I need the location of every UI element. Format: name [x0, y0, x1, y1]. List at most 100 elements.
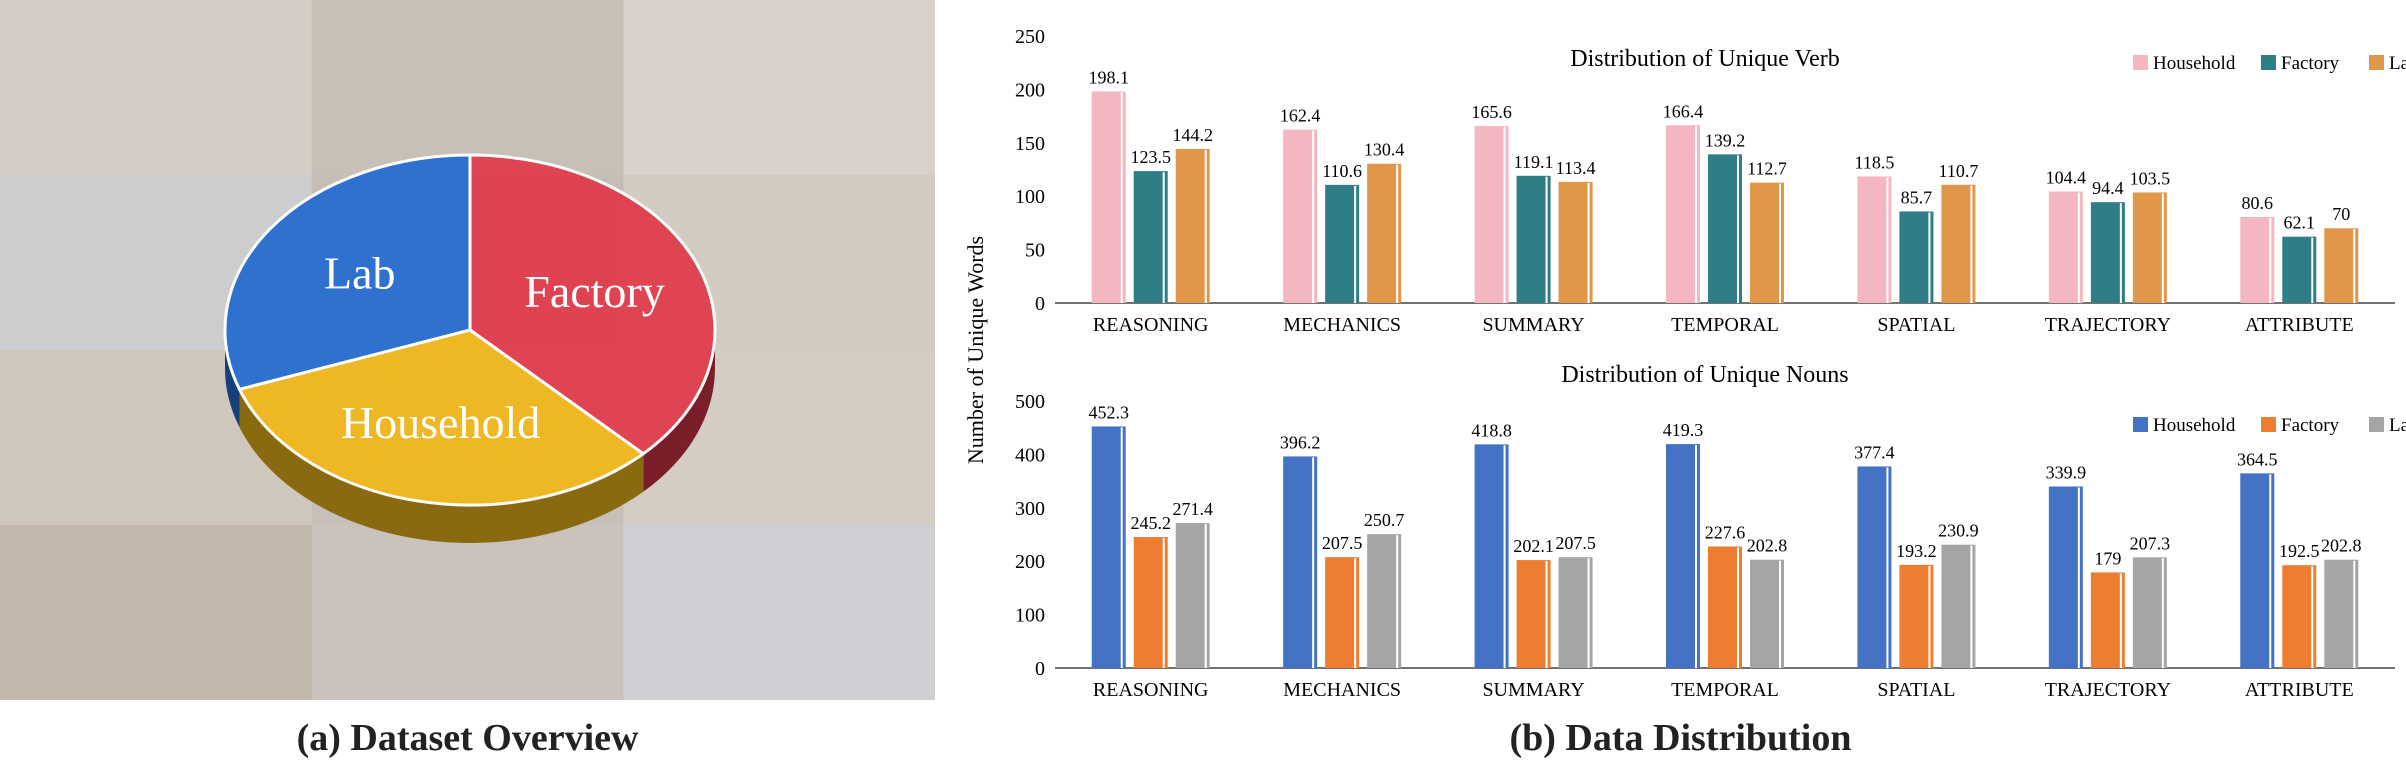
- data-label: 112.7: [1747, 159, 1787, 179]
- data-label: 452.3: [1088, 402, 1129, 422]
- bar-lab: [1175, 523, 1210, 668]
- x-tick-label: ATTRIBUTE: [2245, 679, 2354, 700]
- bar-household: [2048, 191, 2083, 303]
- data-label: 110.6: [1322, 161, 1362, 181]
- legend-swatch: [2261, 55, 2276, 70]
- data-label: 80.6: [2242, 193, 2274, 213]
- bar-factory: [2090, 202, 2125, 303]
- bar-factory: [2282, 565, 2317, 668]
- bar-household: [1857, 176, 1892, 303]
- x-tick-label: REASONING: [1093, 679, 1209, 700]
- dataset-overview-panel: Factory Household Lab: [0, 0, 935, 700]
- bar-household: [1857, 466, 1892, 668]
- y-tick-label: 100: [1015, 605, 1045, 627]
- data-label: 245.2: [1130, 513, 1171, 533]
- x-tick-label: SUMMARY: [1482, 679, 1584, 700]
- y-tick-label: 500: [1015, 391, 1045, 413]
- bar-factory: [2090, 572, 2125, 668]
- legend-label: Lab: [2389, 415, 2406, 436]
- data-label: 166.4: [1663, 101, 1704, 121]
- y-tick-label: 250: [1015, 26, 1045, 48]
- data-label: 419.3: [1663, 420, 1704, 440]
- pie-label-factory: Factory: [524, 266, 665, 317]
- bar-factory: [1133, 537, 1168, 668]
- y-tick-label: 50: [1025, 240, 1045, 262]
- data-label: 118.5: [1855, 152, 1895, 172]
- pie-slice-side: [643, 330, 715, 492]
- data-label: 207.5: [1555, 533, 1596, 553]
- pie-slice-household: [237, 328, 646, 507]
- data-label: 162.4: [1280, 106, 1321, 126]
- data-label: 207.3: [2130, 533, 2171, 553]
- data-label: 202.8: [2321, 536, 2362, 556]
- x-tick-label: SUMMARY: [1482, 314, 1584, 336]
- bar-factory: [1325, 557, 1360, 668]
- data-label: 70: [2332, 204, 2350, 224]
- x-tick-label: SPATIAL: [1877, 679, 1955, 700]
- pie-label-household: Household: [341, 397, 540, 448]
- bar-lab: [1941, 184, 1976, 303]
- bar-factory: [1516, 175, 1551, 303]
- y-axis-label: Number of Unique Words: [963, 236, 988, 464]
- x-tick-label: MECHANICS: [1283, 314, 1401, 336]
- data-label: 202.1: [1513, 536, 1554, 556]
- bar-lab: [2324, 559, 2359, 668]
- bar-household: [1474, 444, 1509, 668]
- bar-lab: [2324, 228, 2359, 303]
- bar-factory: [1708, 154, 1742, 303]
- x-tick-label: TRAJECTORY: [2045, 679, 2171, 700]
- legend-label: Factory: [2281, 415, 2340, 436]
- data-label: 94.4: [2092, 178, 2124, 198]
- distribution-bar-charts: Number of Unique Words Distribution of U…: [963, 26, 2406, 701]
- x-tick-label: ATTRIBUTE: [2245, 314, 2354, 336]
- legend-swatch: [2261, 417, 2276, 432]
- bar-lab: [1750, 182, 1784, 303]
- bar-lab: [1558, 557, 1593, 668]
- legend-swatch: [2369, 55, 2384, 70]
- video-frame-tile: [311, 525, 625, 700]
- data-label: 364.5: [2237, 449, 2278, 469]
- data-label: 62.1: [2284, 213, 2316, 233]
- data-label: 123.5: [1130, 147, 1171, 167]
- x-tick-label: TRAJECTORY: [2045, 314, 2171, 336]
- data-label: 193.2: [1896, 541, 1937, 561]
- y-tick-label: 200: [1015, 551, 1045, 573]
- legend-label: Factory: [2281, 53, 2340, 74]
- data-label: 198.1: [1088, 67, 1129, 87]
- data-distribution-panel: Number of Unique Words Distribution of U…: [955, 0, 2406, 701]
- bar-lab: [1941, 544, 1976, 668]
- data-label: 104.4: [2046, 168, 2087, 188]
- y-tick-label: 300: [1015, 498, 1045, 520]
- bar-factory: [1708, 546, 1742, 668]
- y-tick-label: 150: [1015, 133, 1045, 155]
- video-frame-tile: [311, 0, 625, 176]
- pie-slice-lab: [223, 153, 472, 392]
- legend-label: Household: [2153, 415, 2236, 436]
- pie-slice-side: [239, 389, 644, 543]
- video-frame-tile: [623, 0, 935, 176]
- data-label: 179: [2094, 548, 2121, 568]
- legend-swatch: [2133, 417, 2148, 432]
- bar-factory: [1516, 560, 1551, 668]
- data-label: 202.8: [1747, 536, 1788, 556]
- bar-lab: [1558, 181, 1593, 303]
- noun-distribution-chart: Distribution of Unique Nouns 0 100 200 300 40…: [1015, 362, 2406, 701]
- x-tick-label: MECHANICS: [1283, 679, 1401, 700]
- data-label: 139.2: [1705, 130, 1746, 150]
- video-frame-tile: [0, 525, 313, 700]
- bar-household: [1666, 125, 1700, 304]
- pie-slice-side: [225, 330, 240, 428]
- chart-title: Distribution of Unique Nouns: [1561, 362, 1848, 388]
- domain-pie-chart: Factory Household Lab: [223, 153, 717, 543]
- pie-label-lab: Lab: [324, 248, 396, 299]
- data-label: 250.7: [1364, 510, 1405, 530]
- legend-swatch: [2369, 417, 2384, 432]
- bar-household: [1091, 426, 1126, 668]
- data-label: 113.4: [1556, 158, 1596, 178]
- data-label: 207.5: [1322, 533, 1363, 553]
- y-tick-label: 0: [1035, 293, 1045, 315]
- caption-dataset-overview: (a) Dataset Overview: [296, 717, 639, 759]
- data-label: 85.7: [1901, 187, 1933, 207]
- x-tick-label: REASONING: [1093, 314, 1209, 336]
- bar-factory: [1133, 171, 1168, 303]
